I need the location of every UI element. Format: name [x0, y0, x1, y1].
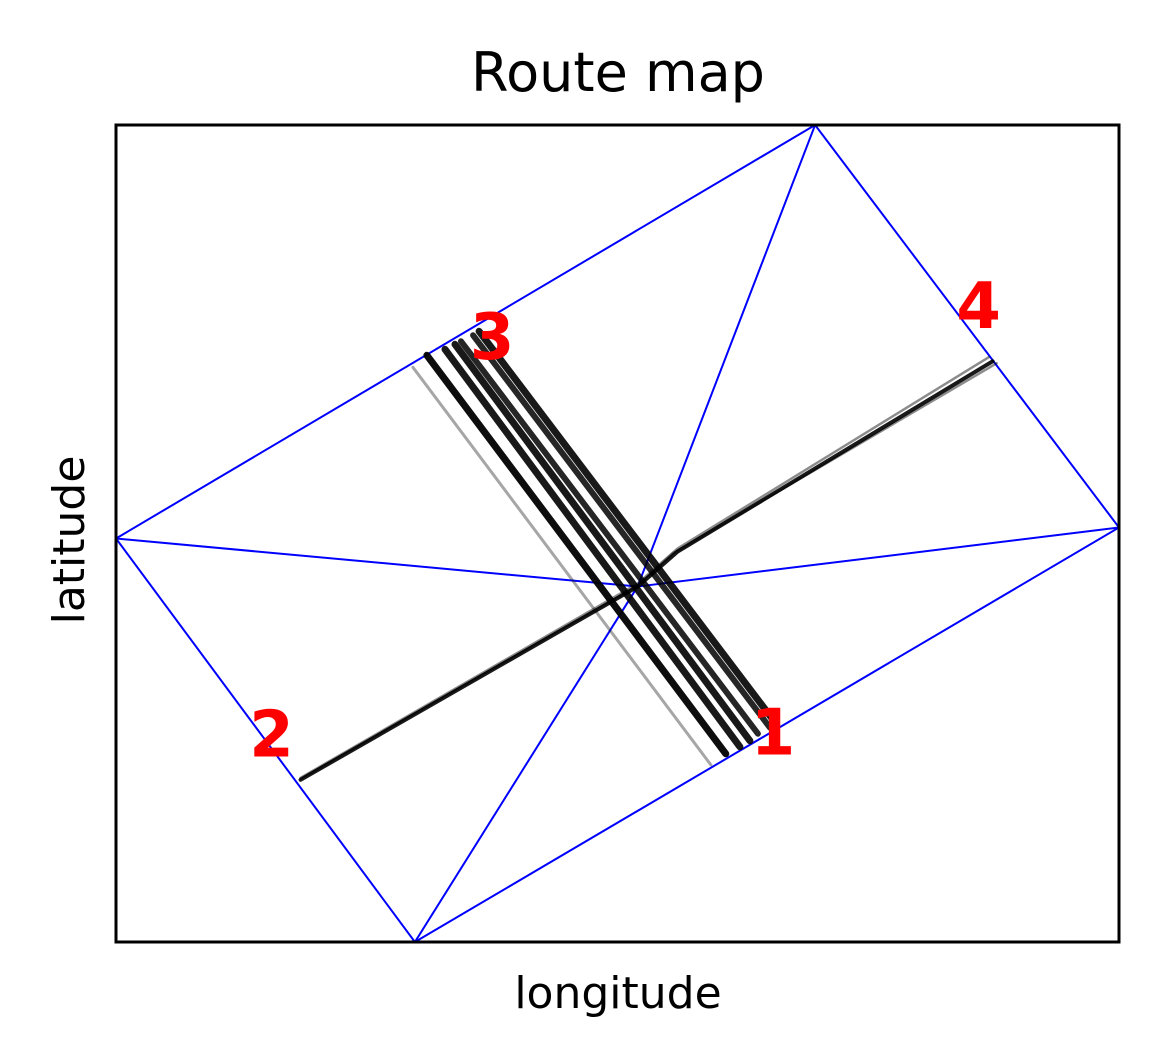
route-trajectory [299, 362, 998, 781]
mesh-edge [116, 537, 638, 588]
route-trajectory [298, 359, 995, 782]
chart-title: Route map [471, 41, 765, 104]
route-trajectory [451, 340, 754, 745]
waypoint-markers: 1 2 3 4 [249, 270, 1001, 773]
plot-area: 1 2 3 4 [114, 123, 1121, 944]
x-axis-label: longitude [514, 968, 721, 1019]
waypoint-label-4: 4 [956, 270, 1001, 344]
plot-frame [114, 123, 1121, 944]
route-trajectory [458, 338, 761, 737]
route-series [411, 327, 780, 767]
waypoint-label-3: 3 [470, 301, 515, 375]
route-trajectory [470, 332, 773, 731]
mesh-edge [414, 586, 639, 942]
route-trajectory [475, 327, 780, 728]
routes-layer [298, 327, 998, 782]
mesh-edge [814, 125, 1119, 529]
route-series [298, 356, 998, 782]
route-trajectory [299, 356, 990, 780]
waypoint-label-2: 2 [249, 698, 294, 772]
mesh-edge [116, 537, 416, 942]
y-axis-label: latitude [44, 456, 95, 625]
mesh-edge [116, 125, 816, 540]
mesh-edge [414, 526, 1119, 942]
mesh-edge [637, 526, 1119, 588]
route-trajectory [423, 351, 730, 758]
route-trajectory [411, 365, 713, 767]
route-trajectory [441, 345, 744, 751]
mesh-layer [116, 125, 1119, 942]
mesh-edge [636, 125, 817, 587]
waypoint-label-1: 1 [751, 696, 796, 770]
